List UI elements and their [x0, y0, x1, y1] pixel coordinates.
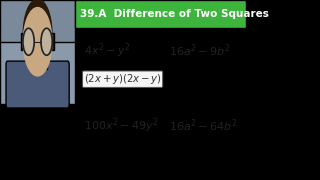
Text: $16a^2 - 9b^2$: $16a^2 - 9b^2$ [169, 42, 231, 59]
FancyBboxPatch shape [21, 33, 54, 50]
Circle shape [23, 0, 52, 68]
FancyBboxPatch shape [0, 0, 75, 104]
Text: $4x^2 - y^2$: $4x^2 - y^2$ [84, 41, 130, 60]
Text: $(2x + y)(2x - y)$: $(2x + y)(2x - y)$ [84, 72, 162, 86]
Circle shape [41, 28, 52, 55]
FancyBboxPatch shape [6, 61, 69, 108]
Text: 39.A  Difference of Two Squares: 39.A Difference of Two Squares [80, 9, 269, 19]
Text: $16a^2 - 64b^2$: $16a^2 - 64b^2$ [169, 118, 238, 134]
Circle shape [23, 8, 52, 76]
FancyBboxPatch shape [28, 58, 47, 69]
FancyBboxPatch shape [75, 0, 246, 28]
Circle shape [23, 28, 34, 55]
FancyBboxPatch shape [0, 42, 75, 104]
Text: $100x^2 - 49y^2$: $100x^2 - 49y^2$ [84, 117, 158, 135]
